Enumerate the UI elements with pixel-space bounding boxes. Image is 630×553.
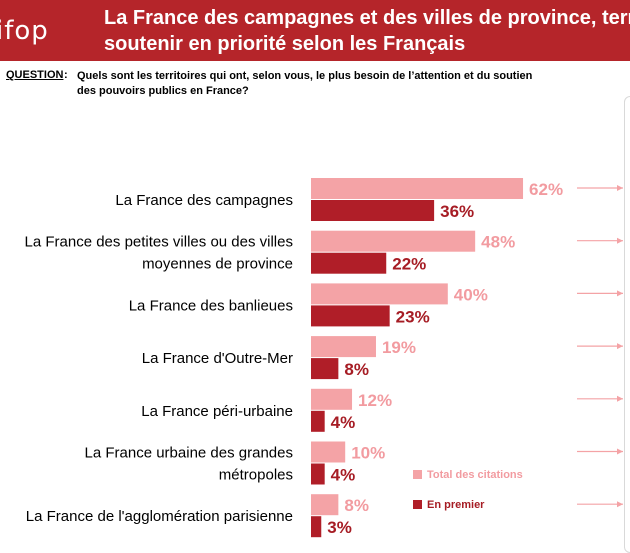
category-label: La France d'Outre-Mer [142,350,293,367]
bar-first [311,200,435,221]
data-label-first: 4% [331,413,356,432]
data-label-total: 19% [382,338,416,357]
bar-total [311,441,346,463]
page-title: La France des campagnes et des villes de… [104,7,630,55]
arrow-head-icon [617,290,623,297]
arrow-head-icon [617,237,623,244]
data-label-total: 48% [481,233,515,252]
bar-total [311,494,339,516]
bar-first [311,463,325,485]
bar-total [311,178,524,199]
legend-swatch-total [413,470,422,479]
legend-label-first: En premier [427,499,485,511]
arrow-head-icon [617,448,623,455]
category-label: métropoles [219,467,293,484]
legend-swatch-first [413,500,422,509]
bar-total [311,336,376,358]
bar-total [311,283,448,305]
arrow-head-icon [617,185,623,191]
category-label: La France des campagnes [115,192,293,209]
category-label: moyennes de province [142,256,293,273]
bar-first [311,252,387,274]
header-banner: ifop La France des campagnes et des vill… [0,0,630,61]
bar-total [311,230,476,252]
category-label: La France des banlieues [129,297,293,314]
category-label: La France péri-urbaine [141,403,293,420]
data-label-total: 10% [351,444,385,463]
data-label-first: 36% [440,202,474,221]
question-label: QUESTION [6,69,64,81]
bar-first [311,305,390,327]
data-label-first: 23% [396,307,430,326]
data-label-first: 3% [327,518,352,537]
data-label-first: 22% [392,255,426,274]
category-label: La France des petites villes ou des vill… [25,234,293,251]
bar-first [311,410,325,432]
bar-first [311,358,339,380]
data-label-total: 8% [344,496,369,515]
data-label-first: 4% [331,466,356,485]
bar-total [311,388,353,410]
ifop-logo: ifop [0,16,49,46]
question-colon: : [64,69,68,81]
arrow-head-icon [617,501,623,508]
data-label-total: 62% [529,180,563,199]
category-label: La France urbaine des grandes [85,445,293,462]
bar-first [311,516,322,538]
arrow-head-icon [617,343,623,350]
arrow-head-icon [617,395,623,402]
data-label-first: 8% [344,360,369,379]
data-label-total: 12% [358,391,392,410]
category-label: La France de l'agglomération parisienne [26,508,293,525]
legend-label-total: Total des citations [427,469,523,481]
data-label-total: 40% [454,285,488,304]
question-text: Quels sont les territoires qui ont, selo… [77,70,533,97]
